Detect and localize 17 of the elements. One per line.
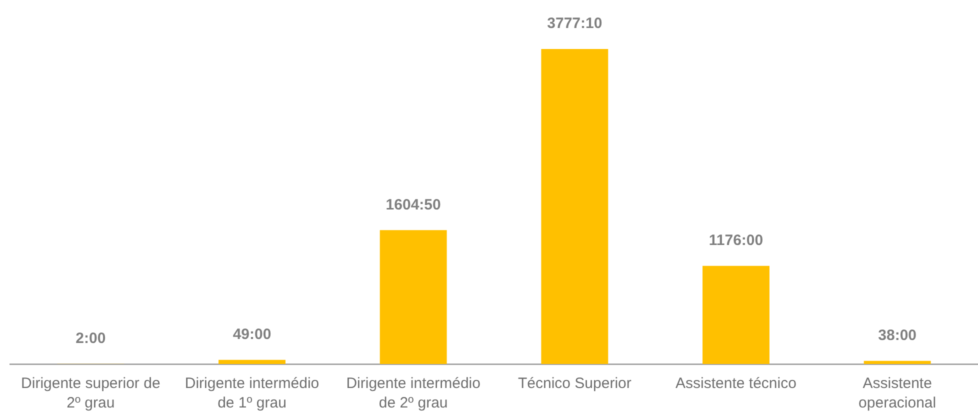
x-tick-label: Dirigente intermédio de 1º grau xyxy=(184,374,320,412)
data-label: 3777:10 xyxy=(547,15,602,32)
x-tick-label: Dirigente intermédio de 2º grau xyxy=(346,374,480,412)
x-tick-label: Assistente técnico xyxy=(676,374,796,392)
bar xyxy=(380,230,447,364)
x-tick-label: Dirigente superior de 2º grau xyxy=(21,374,160,412)
data-label: 38:00 xyxy=(878,326,917,344)
data-label: 2:00 xyxy=(76,330,106,347)
bar xyxy=(864,360,931,364)
bar xyxy=(218,360,286,364)
x-tick-label: Assistente operacional xyxy=(858,374,936,412)
data-label: 1176:00 xyxy=(708,232,764,250)
data-label: 1604:50 xyxy=(386,196,441,214)
x-tick-label: Técnico Superior xyxy=(518,374,632,392)
bar xyxy=(541,49,608,364)
bar xyxy=(702,266,770,364)
data-label: 49:00 xyxy=(232,326,272,344)
